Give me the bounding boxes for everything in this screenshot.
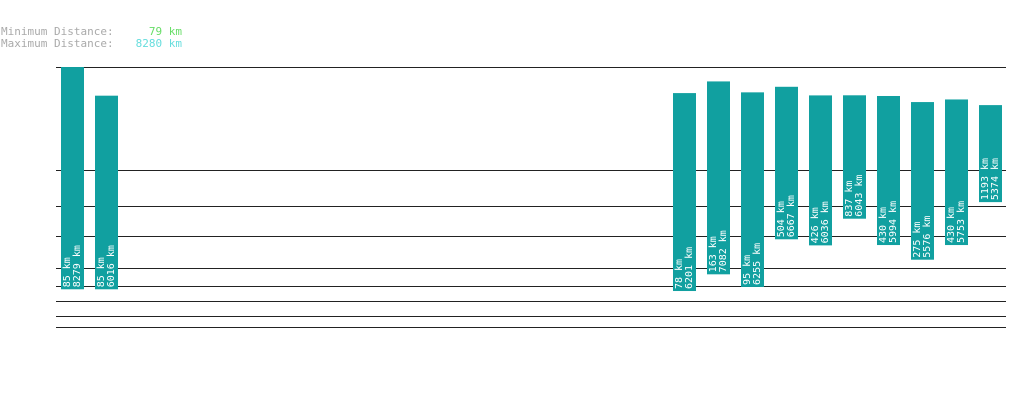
bar <box>61 67 84 290</box>
bar-label: 6255 km <box>752 243 763 285</box>
bar-label: 6036 km <box>820 201 831 243</box>
summary-label: Minimum Distance: <box>1 25 114 38</box>
bar-label: 837 km <box>844 181 855 217</box>
bar-label: 6201 km <box>684 247 695 289</box>
bar-label: 1193 km <box>980 158 991 200</box>
bar-label: 95 km <box>742 255 753 285</box>
bar-label: 6043 km <box>854 175 865 217</box>
summary-value: 8280 km <box>136 37 183 50</box>
bar-label: 275 km <box>912 222 923 258</box>
bar-label: 5994 km <box>888 201 899 243</box>
bar-label: 5753 km <box>956 201 967 243</box>
bar-label: 6667 km <box>786 195 797 237</box>
bar-label: 85 km <box>62 257 73 287</box>
bar <box>741 92 764 287</box>
bar <box>809 95 832 246</box>
bar <box>843 95 866 219</box>
summary-label: Maximum Distance: <box>1 37 114 50</box>
bar <box>95 95 118 290</box>
bar <box>911 102 934 260</box>
bar <box>707 81 730 275</box>
bar <box>673 93 696 292</box>
summary-value: 79 km <box>149 25 182 38</box>
bar-label: 5576 km <box>922 216 933 258</box>
bar-label: 78 km <box>674 259 685 289</box>
bar-label: 430 km <box>878 207 889 243</box>
bar-label: 7082 km <box>718 230 729 272</box>
bar-label: 8279 km <box>72 245 83 287</box>
bar <box>877 95 900 246</box>
bars: 85 km 8279 km 85 km 6016 km 78 km 6201 km 163 … <box>61 67 1002 292</box>
bar <box>979 105 1002 203</box>
bar <box>775 86 798 240</box>
bar-label: 6016 km <box>106 245 117 287</box>
bar-label: 163 km <box>708 236 719 272</box>
bar-label: 426 km <box>810 207 821 243</box>
bar-label: 85 km <box>96 257 107 287</box>
bar-label: 430 km <box>946 207 957 243</box>
header: Minimum Distance: 79 km Maximum Distance: 8… <box>1 25 182 50</box>
bar <box>945 99 968 246</box>
bar-label: 504 km <box>776 201 787 237</box>
bar-label: 5374 km <box>990 158 1001 200</box>
